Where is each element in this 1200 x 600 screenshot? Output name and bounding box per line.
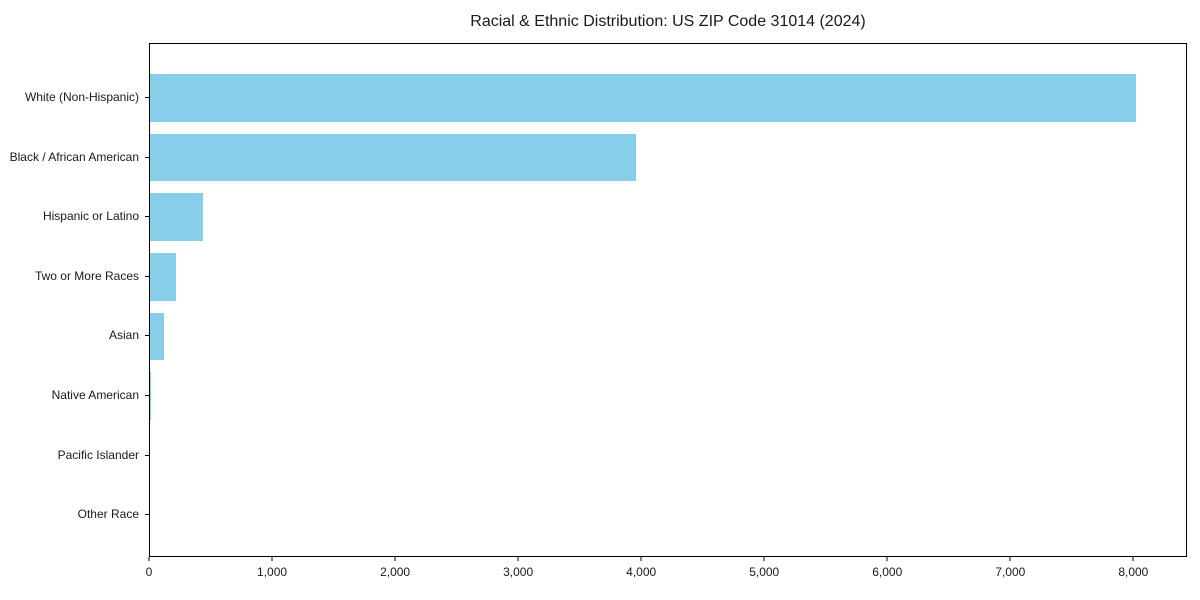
y-tick-mark <box>145 275 149 277</box>
x-tick-label: 6,000 <box>872 565 903 579</box>
x-tick-mark <box>640 557 642 561</box>
bar <box>150 133 637 182</box>
y-axis-labels: White (Non-Hispanic) Black / African Amer… <box>0 43 149 557</box>
y-axis-category-label: Two or More Races <box>34 268 139 283</box>
bar <box>150 193 203 242</box>
x-tick-mark <box>886 557 888 561</box>
x-tick-label: 8,000 <box>1118 565 1149 579</box>
x-tick-mark <box>271 557 273 561</box>
x-tick-mark <box>763 557 765 561</box>
y-axis-category-label: Asian <box>108 328 139 343</box>
x-tick-mark <box>517 557 519 561</box>
chart-title: Racial & Ethnic Distribution: US ZIP Cod… <box>470 13 866 30</box>
bar <box>150 74 1137 122</box>
y-tick-mark <box>145 156 149 158</box>
y-axis-category-label: Black / African American <box>9 149 139 164</box>
plot-area <box>149 43 1187 557</box>
x-tick-label: 3,000 <box>503 565 534 579</box>
y-axis-category-label: Pacific Islander <box>57 447 139 462</box>
x-tick-label: 5,000 <box>749 565 780 579</box>
y-tick-mark <box>145 335 149 337</box>
y-axis-category-label: Hispanic or Latino <box>42 209 139 224</box>
y-axis-category-label: White (Non-Hispanic) <box>24 90 139 104</box>
y-axis-category-label: Native American <box>51 388 139 402</box>
x-axis: 0 1,000 2,000 3,000 4,000 5,000 6,000 7,000 8,00… <box>145 557 1187 593</box>
x-tick-label: 4,000 <box>626 565 657 579</box>
x-tick-label: 7,000 <box>995 565 1026 579</box>
x-tick-label: 2,000 <box>380 565 411 579</box>
x-tick-mark <box>148 557 150 561</box>
x-tick-mark <box>394 557 396 561</box>
bar <box>150 372 152 420</box>
x-tick-mark <box>1132 557 1134 561</box>
x-tick-label: 1,000 <box>257 565 288 579</box>
x-tick-mark <box>1009 557 1011 561</box>
y-axis-category-label: Other Race <box>77 507 139 522</box>
bar <box>150 252 176 301</box>
y-tick-mark <box>145 97 149 98</box>
y-tick-mark <box>145 514 149 516</box>
x-tick-label: 0 <box>145 565 153 579</box>
y-tick-mark <box>145 395 149 396</box>
bar <box>150 312 164 361</box>
y-tick-mark <box>145 216 149 218</box>
y-tick-mark <box>145 454 149 456</box>
